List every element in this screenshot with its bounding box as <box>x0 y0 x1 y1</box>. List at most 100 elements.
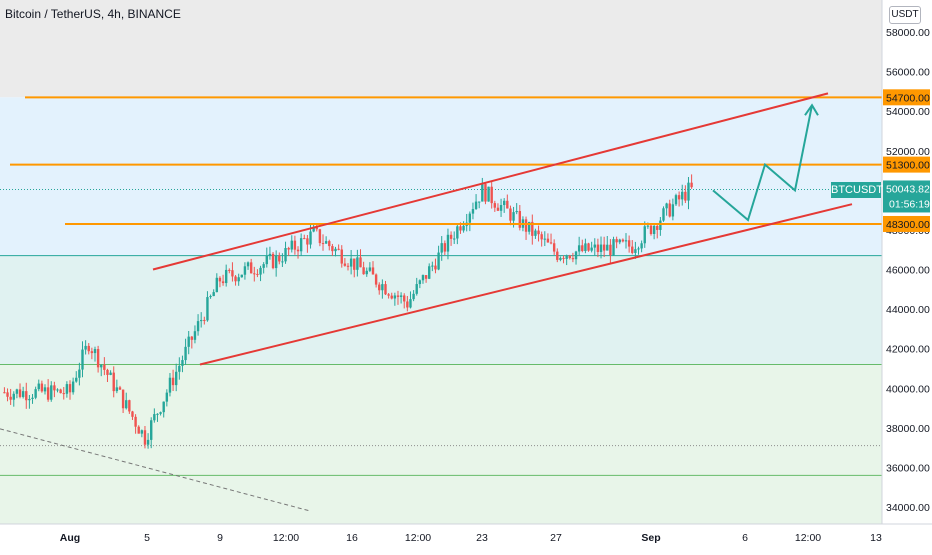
y-tick-label: 38000.00 <box>886 423 930 435</box>
candle <box>493 203 497 208</box>
y-tick-label: 52000.00 <box>886 146 930 158</box>
candle <box>18 389 22 397</box>
candle <box>615 239 618 243</box>
candle <box>596 244 600 252</box>
candle <box>296 249 300 252</box>
candle <box>134 416 137 427</box>
candle <box>40 383 44 392</box>
candle <box>368 267 372 271</box>
candle <box>140 430 144 434</box>
candle <box>37 383 40 390</box>
candle <box>474 201 478 210</box>
candle <box>531 221 534 236</box>
candle <box>403 295 406 302</box>
candle <box>421 275 425 281</box>
candle <box>34 389 37 398</box>
candle <box>652 226 656 234</box>
candle <box>190 336 194 340</box>
candle <box>262 264 265 268</box>
candle <box>234 276 237 282</box>
candle <box>399 295 403 297</box>
candle <box>15 389 19 394</box>
x-tick-label: 13 <box>870 532 882 544</box>
candle <box>471 209 475 214</box>
candle <box>203 319 206 321</box>
candle <box>396 295 400 297</box>
candle <box>371 267 375 275</box>
candle <box>278 255 281 262</box>
y-tick-label: 46000.00 <box>886 265 930 277</box>
candle <box>362 267 365 275</box>
candle <box>556 251 559 260</box>
candle <box>156 413 159 415</box>
candle <box>312 227 315 232</box>
y-tick-label: 58000.00 <box>886 27 930 39</box>
candle <box>112 372 115 392</box>
candle <box>456 226 459 239</box>
candle <box>387 294 390 296</box>
candle <box>437 252 440 270</box>
candle <box>409 299 412 308</box>
candle <box>106 369 109 375</box>
candle <box>56 389 59 391</box>
candle <box>181 360 184 366</box>
candle <box>462 225 465 231</box>
candle <box>6 392 9 397</box>
candle <box>306 238 309 245</box>
candle <box>224 269 228 284</box>
candle <box>618 239 621 243</box>
level-price-tag <box>883 89 930 106</box>
candle <box>506 200 509 209</box>
candle <box>109 372 112 375</box>
candle <box>606 244 609 251</box>
candle <box>324 241 328 244</box>
candle <box>46 387 50 400</box>
candle <box>265 256 268 265</box>
candle <box>246 262 250 267</box>
candle <box>21 391 25 397</box>
candle <box>637 248 640 250</box>
candle <box>649 225 653 234</box>
y-tick-label: 36000.00 <box>886 462 930 474</box>
x-tick-label: 16 <box>346 532 358 544</box>
candle <box>428 266 431 279</box>
candle <box>84 345 87 350</box>
chart-title: Bitcoin / TetherUS, 4h, BINANCE <box>5 7 181 21</box>
candle <box>681 191 684 200</box>
candle <box>334 248 337 252</box>
x-tick-label: Sep <box>641 532 660 544</box>
candle <box>256 273 259 275</box>
candle <box>271 253 275 269</box>
candle <box>518 211 522 228</box>
candle <box>440 243 443 253</box>
candle <box>96 349 100 368</box>
candle <box>668 203 671 217</box>
candle <box>631 246 634 253</box>
candle <box>328 241 331 247</box>
currency-button[interactable]: USDT <box>889 6 921 24</box>
y-tick-label: 42000.00 <box>886 344 930 356</box>
symbol-badge: BTCUSDT <box>831 182 883 198</box>
channel-lower <box>199 203 853 366</box>
level-price-label: 54700.00 <box>886 92 930 104</box>
candle <box>552 243 556 252</box>
candle <box>228 269 231 271</box>
candle <box>178 365 181 372</box>
candle <box>627 240 631 247</box>
candle <box>487 186 490 202</box>
candle <box>59 389 62 394</box>
x-tick-label: 6 <box>742 532 748 544</box>
candle <box>243 266 247 275</box>
candle <box>25 391 28 401</box>
level-price-label: 48300.00 <box>886 219 930 231</box>
candle <box>674 195 678 205</box>
candle <box>359 257 362 268</box>
candle <box>537 230 540 235</box>
candle <box>175 371 178 386</box>
candle <box>356 257 359 270</box>
candle <box>621 239 625 242</box>
candle <box>121 389 125 409</box>
candle <box>115 387 119 392</box>
